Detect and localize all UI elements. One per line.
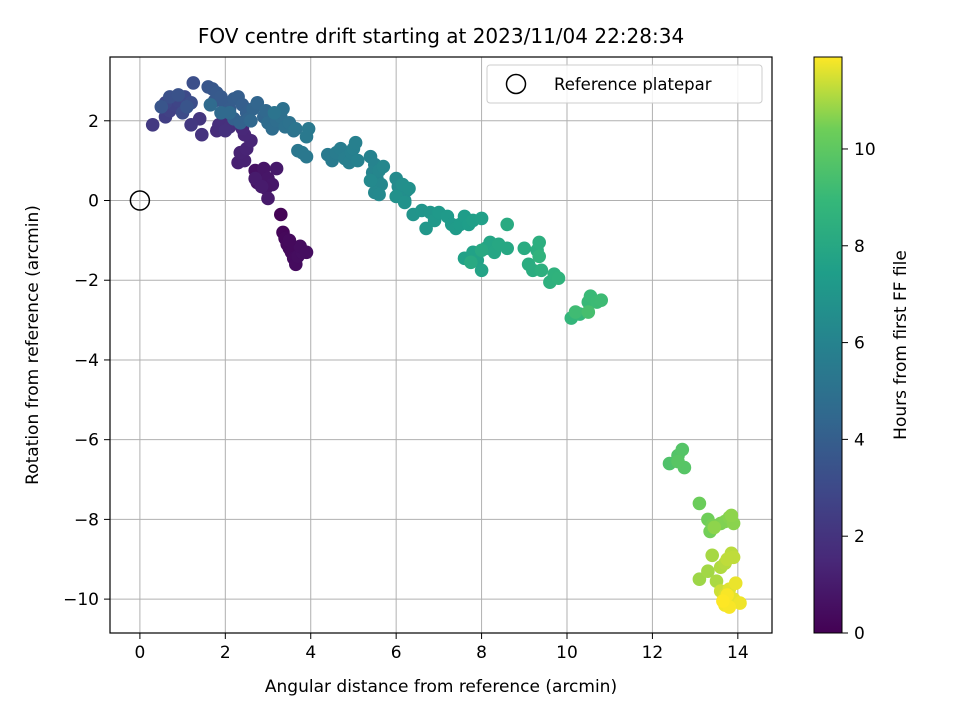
data-point xyxy=(474,243,489,258)
legend-marker-icon xyxy=(505,73,527,95)
data-point xyxy=(419,221,433,236)
colorbar-tick-label: 4 xyxy=(854,430,865,450)
data-point xyxy=(568,305,583,319)
data-point xyxy=(733,596,747,610)
data-point xyxy=(195,127,209,142)
data-point xyxy=(474,211,489,226)
data-point xyxy=(705,548,719,563)
data-point xyxy=(675,442,690,457)
data-point xyxy=(707,520,722,535)
data-point xyxy=(474,263,489,278)
data-point xyxy=(716,594,730,608)
data-point xyxy=(145,118,160,132)
x-tick-label: 8 xyxy=(476,643,487,663)
data-point xyxy=(348,135,363,150)
data-point xyxy=(551,271,566,286)
x-axis-label: Angular distance from reference (arcmin) xyxy=(265,677,617,697)
data-point xyxy=(180,100,194,114)
data-point xyxy=(274,207,288,222)
chart-title: FOV centre drift starting at 2023/11/04 … xyxy=(198,24,684,48)
data-point xyxy=(692,572,707,586)
colorbar: 0 2 4 6 8 10 Hours from first FF file xyxy=(813,56,911,644)
colorbar-tick-label: 10 xyxy=(854,140,876,160)
data-point xyxy=(532,235,546,250)
data-point xyxy=(218,123,233,138)
data-point xyxy=(267,106,282,120)
reference-platepar-marker xyxy=(129,190,151,211)
data-point xyxy=(363,173,378,188)
x-tick-label: 14 xyxy=(727,643,749,663)
data-point xyxy=(724,508,739,523)
data-point xyxy=(534,263,549,278)
legend-box xyxy=(486,64,763,104)
data-point xyxy=(282,233,297,248)
data-point xyxy=(532,249,546,264)
data-point xyxy=(720,552,734,567)
colorbar-gradient xyxy=(813,56,843,634)
x-axis-ticks: 0 2 4 6 8 10 12 14 xyxy=(134,633,749,663)
data-point xyxy=(184,118,198,132)
data-point xyxy=(701,564,715,578)
data-point xyxy=(500,217,514,232)
data-point xyxy=(186,76,201,90)
x-tick-label: 4 xyxy=(305,643,316,663)
data-point xyxy=(254,179,269,194)
x-tick-label: 0 xyxy=(134,643,145,663)
data-point xyxy=(500,241,514,256)
data-point xyxy=(594,293,608,308)
y-tick-label: −10 xyxy=(63,590,99,610)
data-point xyxy=(261,191,275,206)
data-point xyxy=(222,106,237,120)
colorbar-ticks: 0 2 4 6 8 10 xyxy=(842,140,876,644)
colorbar-label: Hours from first FF file xyxy=(891,250,911,440)
data-point xyxy=(269,161,284,176)
data-point xyxy=(250,96,265,110)
legend: Reference platepar xyxy=(486,64,763,104)
y-axis-ticks: −10 −8 −6 −4 −2 0 2 xyxy=(63,112,110,610)
y-tick-label: −2 xyxy=(74,271,99,291)
data-point xyxy=(203,98,218,112)
data-point xyxy=(299,149,314,164)
colorbar-tick-label: 8 xyxy=(854,237,865,257)
y-tick-label: 0 xyxy=(88,192,99,212)
data-point xyxy=(376,159,391,174)
y-axis-label: Rotation from reference (arcmin) xyxy=(23,205,43,485)
data-point xyxy=(289,122,303,136)
colorbar-tick-label: 6 xyxy=(854,334,865,354)
data-point xyxy=(397,195,412,210)
x-tick-label: 12 xyxy=(642,643,664,663)
data-point xyxy=(517,241,532,256)
y-tick-label: −4 xyxy=(74,351,99,371)
colorbar-tick-label: 2 xyxy=(854,527,865,547)
y-tick-label: −8 xyxy=(74,510,99,530)
data-point xyxy=(171,88,186,102)
data-point xyxy=(402,181,416,196)
data-point xyxy=(299,129,314,144)
data-point xyxy=(692,496,707,511)
data-point xyxy=(581,305,596,319)
x-tick-label: 6 xyxy=(391,643,402,663)
plot-frame xyxy=(109,56,773,634)
legend-label: Reference platepar xyxy=(554,75,712,94)
data-point xyxy=(350,153,365,168)
data-point xyxy=(372,187,386,202)
data-point xyxy=(299,245,314,260)
x-tick-label: 2 xyxy=(220,643,231,663)
data-point xyxy=(728,576,743,590)
colorbar-tick-label: 0 xyxy=(854,624,865,644)
data-points xyxy=(145,76,747,614)
x-tick-label: 10 xyxy=(556,643,578,663)
data-point xyxy=(244,114,258,128)
grid-lines xyxy=(110,57,772,633)
y-tick-label: 2 xyxy=(88,112,99,132)
data-point xyxy=(154,100,169,114)
y-tick-label: −6 xyxy=(74,431,99,451)
data-point xyxy=(464,255,478,270)
data-point xyxy=(671,454,685,469)
